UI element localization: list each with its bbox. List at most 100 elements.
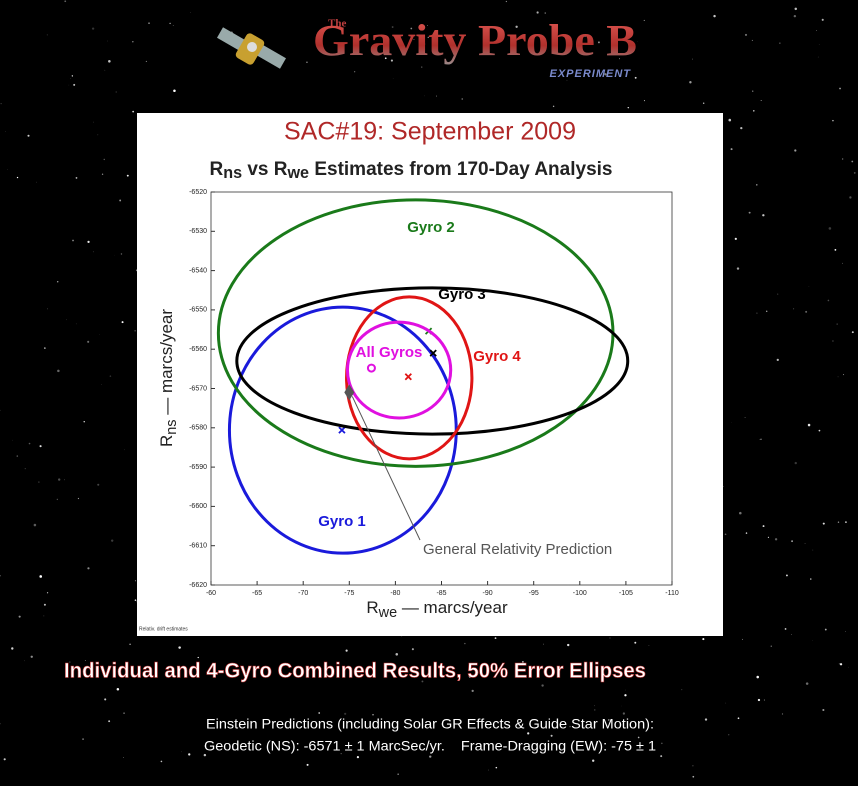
star	[544, 12, 547, 14]
star	[180, 751, 182, 753]
star	[812, 549, 814, 551]
star	[505, 0, 508, 3]
star	[608, 719, 610, 721]
star	[23, 660, 25, 662]
x-tick-label: -80	[390, 590, 400, 597]
x-tick-label: -90	[483, 590, 493, 597]
star	[47, 308, 48, 310]
logo-name: Gravity Probe B	[313, 16, 637, 65]
star	[104, 698, 107, 701]
star	[728, 734, 730, 736]
chart-title-part: we	[287, 164, 310, 182]
logo-experiment: EXPERIMENT	[549, 68, 631, 80]
star	[0, 723, 1, 725]
star	[753, 110, 755, 112]
star	[120, 253, 123, 255]
star	[39, 575, 43, 578]
star	[16, 455, 19, 457]
star	[306, 61, 308, 63]
star	[807, 423, 811, 427]
star	[121, 321, 124, 324]
star	[756, 312, 758, 314]
y-tick-label: -6520	[189, 189, 207, 196]
star	[119, 199, 122, 202]
star	[816, 29, 817, 31]
caption: Individual and 4-Gyro Combined Results, …	[64, 660, 646, 683]
star	[569, 725, 571, 728]
footnote: Relativ. drift estimates	[139, 626, 188, 632]
star	[760, 438, 762, 440]
star	[515, 25, 518, 28]
star	[702, 102, 705, 104]
star	[391, 26, 394, 28]
star	[681, 689, 683, 691]
star	[197, 656, 199, 659]
star	[689, 81, 692, 84]
star	[92, 251, 94, 253]
star	[39, 445, 42, 448]
x-tick-label: -105	[619, 590, 633, 597]
star	[411, 648, 414, 651]
star	[791, 540, 793, 543]
star	[527, 732, 530, 735]
star	[818, 429, 821, 432]
y-axis-label-part: R	[157, 435, 176, 447]
star	[178, 646, 181, 649]
star	[116, 687, 120, 691]
star	[824, 628, 827, 631]
star	[604, 73, 607, 76]
star	[845, 521, 847, 523]
y-tick-label: -6620	[189, 582, 207, 589]
star	[145, 60, 147, 62]
star	[756, 675, 760, 679]
star	[794, 149, 797, 152]
star	[123, 757, 124, 759]
star	[839, 663, 843, 666]
star	[832, 119, 834, 122]
y-tick-label: -6550	[189, 307, 207, 314]
y-axis-label: Rns — marcs/year	[157, 309, 179, 447]
star	[713, 14, 716, 18]
star	[739, 511, 742, 515]
star	[75, 177, 78, 179]
star	[828, 227, 832, 230]
star	[123, 712, 125, 714]
star	[188, 753, 191, 756]
star	[212, 672, 215, 676]
star	[397, 773, 399, 775]
star	[129, 643, 131, 645]
star	[836, 323, 838, 325]
star	[567, 643, 570, 647]
star	[108, 720, 111, 723]
star	[424, 724, 427, 726]
star	[763, 699, 765, 701]
star	[111, 539, 114, 542]
star	[851, 331, 854, 334]
series-label: Gyro 3	[438, 286, 486, 303]
star	[464, 642, 466, 645]
star	[390, 59, 394, 62]
star	[203, 753, 207, 757]
star	[744, 417, 746, 418]
star	[123, 449, 125, 451]
heading: SAC#19: September 2009	[284, 118, 576, 146]
star	[235, 664, 238, 667]
y-axis-label-part: ns	[164, 420, 180, 435]
series-label: Gyro 1	[318, 513, 366, 530]
estimate-marker	[429, 349, 437, 357]
star	[728, 118, 732, 122]
star	[842, 262, 843, 264]
star	[648, 645, 650, 646]
x-axis-label-part: R	[366, 598, 378, 617]
x-tick-label: -100	[573, 590, 587, 597]
star	[340, 753, 342, 755]
star	[24, 468, 26, 470]
star	[69, 661, 71, 663]
chart: Rns vs Rwe Estimates from 170-Day Analys…	[139, 159, 679, 632]
star	[837, 521, 840, 523]
star	[730, 148, 733, 151]
star	[108, 60, 111, 63]
star	[822, 708, 825, 712]
star	[27, 134, 30, 137]
